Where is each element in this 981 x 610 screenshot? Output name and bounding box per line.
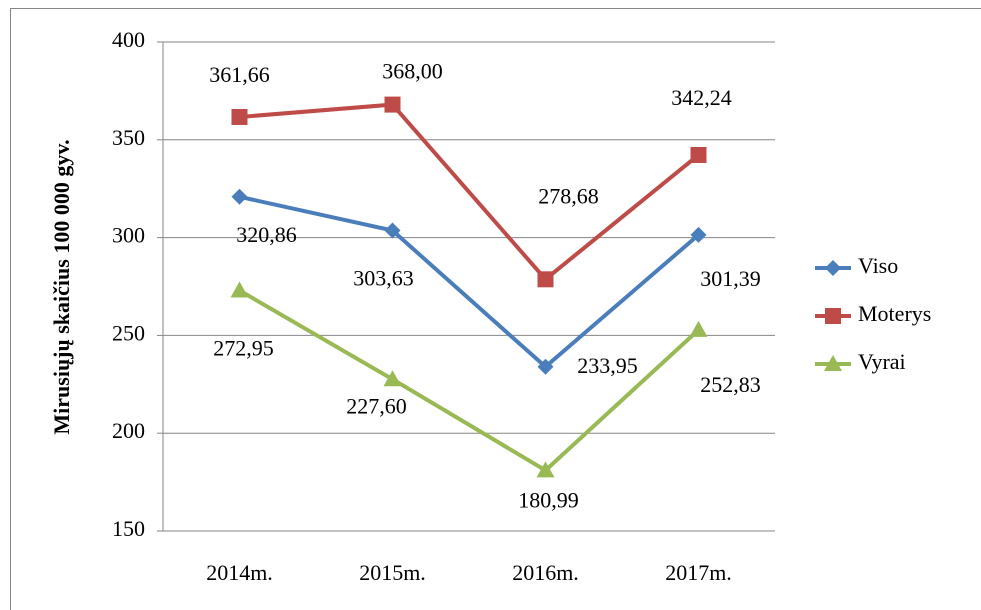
data-label: 301,39	[700, 266, 761, 291]
data-label: 227,60	[346, 393, 407, 418]
x-tick-label: 2016m.	[512, 560, 579, 585]
data-label: 233,95	[577, 353, 638, 378]
y-axis-title: Mirusiųjų skaičius 100 000 gyv.	[49, 139, 74, 434]
marker	[384, 222, 401, 239]
x-tick-label: 2015m.	[359, 560, 426, 585]
series-line	[239, 102, 700, 282]
marker	[231, 108, 248, 125]
y-tick-label: 200	[112, 418, 145, 443]
y-tick-label: 350	[112, 125, 145, 150]
x-tick-label: 2017m.	[665, 560, 732, 585]
series-line	[238, 288, 700, 473]
data-label: 361,66	[209, 62, 270, 87]
marker	[689, 320, 708, 337]
marker	[690, 226, 707, 243]
chart-frame	[10, 8, 981, 610]
legend-label: Viso	[858, 253, 898, 278]
data-label: 303,63	[353, 266, 414, 291]
data-label: 180,99	[518, 487, 579, 512]
y-tick-label: 250	[112, 320, 145, 345]
marker	[384, 96, 401, 113]
data-label: 320,86	[236, 222, 297, 247]
marker	[537, 358, 554, 375]
marker	[825, 260, 841, 276]
marker	[536, 461, 555, 478]
marker	[231, 188, 248, 205]
marker	[824, 355, 842, 371]
data-label: 368,00	[382, 59, 443, 84]
marker	[825, 308, 841, 324]
marker	[230, 281, 249, 298]
marker	[537, 271, 554, 288]
data-label: 272,95	[213, 336, 274, 361]
y-tick-label: 150	[112, 516, 145, 541]
series-line	[239, 194, 700, 369]
y-tick-label: 300	[112, 223, 145, 248]
x-tick-label: 2014m.	[206, 560, 273, 585]
data-label: 278,68	[538, 183, 599, 208]
marker	[690, 146, 707, 163]
legend-label: Moterys	[858, 301, 931, 326]
legend-label: Vyrai	[858, 349, 906, 374]
data-label: 252,83	[700, 372, 761, 397]
marker	[383, 370, 402, 387]
data-label: 342,24	[671, 85, 732, 110]
y-tick-label: 400	[112, 27, 145, 52]
